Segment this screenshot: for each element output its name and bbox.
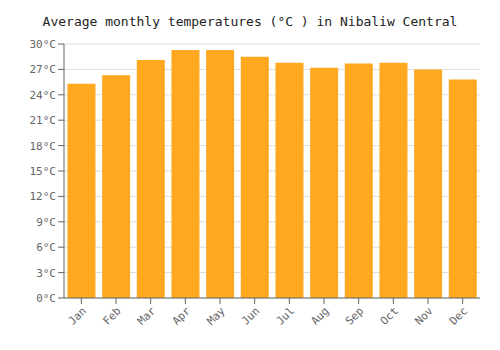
svg-text:18°C: 18°C — [30, 140, 57, 153]
svg-text:Apr: Apr — [170, 304, 194, 328]
svg-text:Dec: Dec — [447, 304, 470, 327]
svg-text:Aug: Aug — [308, 304, 331, 327]
svg-text:6°C: 6°C — [36, 241, 56, 254]
svg-text:Nov: Nov — [412, 304, 436, 328]
svg-text:May: May — [204, 304, 228, 328]
svg-text:12°C: 12°C — [30, 190, 57, 203]
svg-text:Mar: Mar — [135, 304, 159, 328]
svg-text:24°C: 24°C — [30, 89, 57, 102]
svg-text:Jul: Jul — [274, 304, 297, 327]
svg-text:Jan: Jan — [66, 304, 89, 327]
svg-text:Jun: Jun — [239, 304, 262, 327]
svg-text:27°C: 27°C — [30, 63, 57, 76]
svg-text:30°C: 30°C — [30, 38, 57, 51]
svg-text:0°C: 0°C — [36, 292, 56, 305]
svg-text:21°C: 21°C — [30, 114, 57, 127]
svg-text:3°C: 3°C — [36, 267, 56, 280]
svg-text:Sep: Sep — [343, 304, 366, 327]
html-text:Average monthly temperatures (: Average monthly temperatures (°C ) in Ni… — [42, 14, 458, 29]
svg-text:9°C: 9°C — [36, 216, 56, 229]
svg-text:Oct: Oct — [378, 304, 401, 327]
svg-text:15°C: 15°C — [30, 165, 57, 178]
svg-text:Feb: Feb — [100, 304, 123, 327]
